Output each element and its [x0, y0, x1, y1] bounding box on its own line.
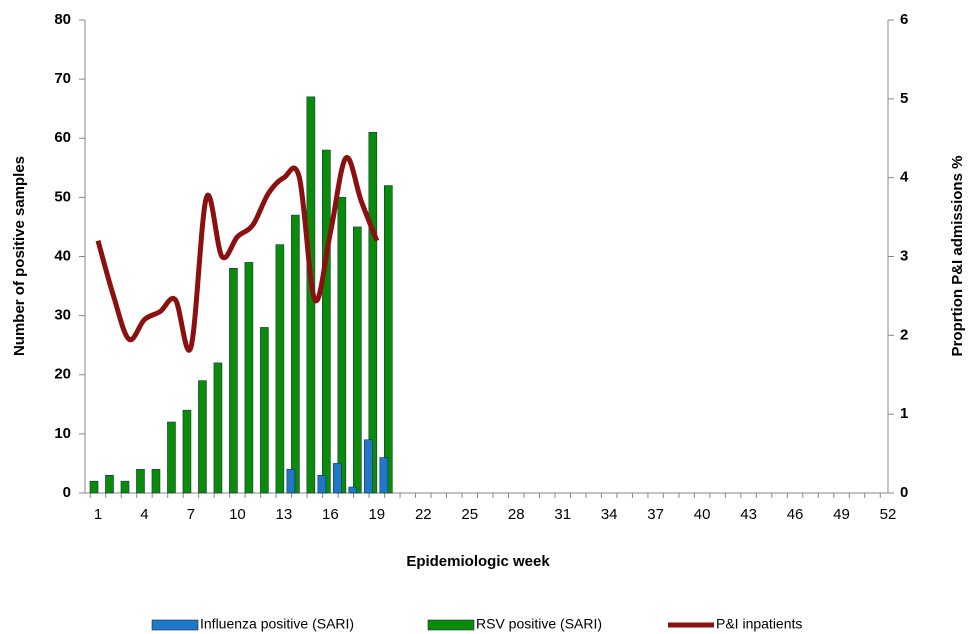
- bar: [244, 262, 254, 494]
- x-tick-label: 40: [694, 506, 711, 523]
- y-tick-label: 30: [54, 307, 71, 324]
- x-tick-label: 13: [276, 506, 293, 523]
- bar: [105, 474, 114, 494]
- y-tick-label: 70: [54, 70, 71, 87]
- bar: [364, 439, 373, 494]
- y2-tick-label: 2: [900, 326, 908, 343]
- bar: [120, 480, 130, 494]
- x-axis-label: Epidemiologic week: [406, 553, 550, 570]
- bar: [337, 197, 347, 494]
- x-tick-label: 28: [508, 506, 525, 523]
- legend-label: P&I inpatients: [716, 616, 802, 632]
- bar: [198, 380, 207, 494]
- bar: [317, 474, 327, 494]
- bar: [291, 214, 300, 494]
- y-tick-label: 0: [63, 484, 71, 501]
- x-tick-label: 10: [229, 506, 246, 523]
- x-tick-label: 34: [601, 506, 618, 523]
- y2-axis-label: Proprtion P&I admissions %: [949, 156, 966, 357]
- bar: [167, 421, 176, 494]
- bar: [213, 362, 223, 494]
- x-tick-label: 7: [187, 506, 195, 523]
- bar: [182, 409, 192, 494]
- legend-swatch: [151, 619, 199, 631]
- x-tick-label: 16: [322, 506, 339, 523]
- y2-tick-label: 3: [900, 247, 908, 264]
- y2-tick-label: 4: [900, 169, 909, 186]
- bar: [348, 486, 358, 494]
- y2-tick-label: 5: [900, 90, 908, 107]
- bar: [333, 463, 342, 494]
- bar: [384, 185, 393, 494]
- x-tick-label: 25: [461, 506, 478, 523]
- x-tick-label: 52: [880, 506, 897, 523]
- legend-label: RSV positive (SARI): [476, 616, 602, 632]
- bar: [151, 469, 161, 494]
- line: [95, 155, 380, 353]
- bar: [89, 480, 99, 494]
- bar: [286, 469, 296, 494]
- bar: [260, 327, 269, 494]
- y-tick-label: 40: [54, 247, 71, 264]
- bar: [353, 226, 362, 494]
- y2-tick-label: 0: [900, 484, 908, 501]
- y2-tick-label: 6: [900, 11, 908, 28]
- x-tick-label: 46: [787, 506, 804, 523]
- x-tick-label: 49: [833, 506, 850, 523]
- x-tick-label: 22: [415, 506, 432, 523]
- bar: [322, 149, 331, 494]
- bar: [368, 132, 378, 494]
- y-tick-label: 50: [54, 188, 71, 205]
- x-tick-label: 43: [740, 506, 757, 523]
- y-tick-label: 20: [54, 366, 71, 383]
- y-axis-label: Number of positive samples: [11, 156, 28, 356]
- legend-label: Influenza positive (SARI): [200, 616, 354, 632]
- y-tick-label: 10: [54, 425, 71, 442]
- bar: [136, 469, 145, 494]
- y-tick-label: 80: [54, 11, 71, 28]
- x-tick-label: 37: [647, 506, 664, 523]
- x-tick-label: 19: [368, 506, 385, 523]
- x-tick-label: 1: [94, 506, 102, 523]
- y2-tick-label: 1: [900, 405, 908, 422]
- x-tick-label: 31: [554, 506, 571, 523]
- x-tick-label: 4: [140, 506, 148, 523]
- bar: [379, 457, 389, 494]
- bar: [275, 244, 285, 494]
- bar: [229, 268, 238, 494]
- legend-swatch: [427, 619, 475, 631]
- y-tick-label: 60: [54, 129, 71, 146]
